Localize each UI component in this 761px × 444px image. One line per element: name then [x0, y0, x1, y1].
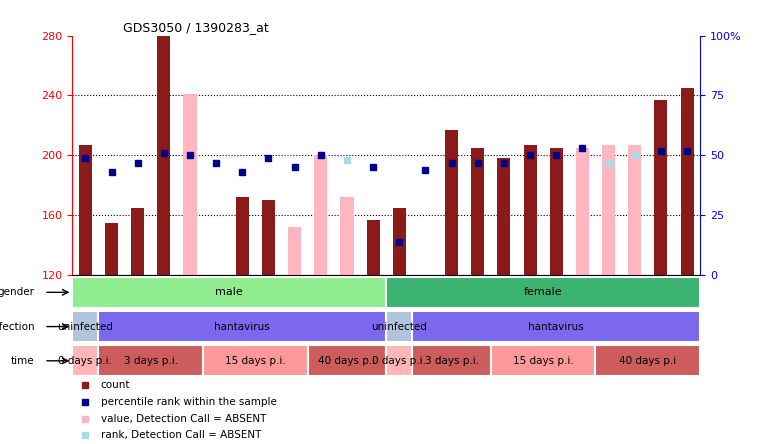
Text: value, Detection Call = ABSENT: value, Detection Call = ABSENT — [100, 414, 266, 424]
Bar — [98, 311, 387, 342]
Text: count: count — [100, 381, 130, 390]
Text: 3 days p.i.: 3 days p.i. — [124, 356, 178, 366]
Bar — [98, 345, 203, 376]
Bar — [412, 345, 491, 376]
Bar — [445, 130, 458, 275]
Text: 15 days p.i.: 15 days p.i. — [225, 356, 286, 366]
Bar — [393, 208, 406, 275]
Text: uninfected: uninfected — [371, 321, 427, 332]
Bar — [596, 345, 700, 376]
Bar — [386, 277, 700, 308]
Text: hantavirus: hantavirus — [528, 321, 584, 332]
Bar — [524, 145, 537, 275]
Text: 40 days p.i: 40 days p.i — [318, 356, 376, 366]
Bar — [367, 220, 380, 275]
Bar — [628, 145, 642, 275]
Bar — [498, 159, 511, 275]
Bar — [314, 155, 327, 275]
Bar — [262, 200, 275, 275]
Text: GDS3050 / 1390283_at: GDS3050 / 1390283_at — [123, 21, 269, 34]
Bar — [471, 148, 484, 275]
Bar — [386, 345, 412, 376]
Bar — [386, 311, 412, 342]
Bar — [576, 148, 589, 275]
Text: hantavirus: hantavirus — [215, 321, 270, 332]
Text: percentile rank within the sample: percentile rank within the sample — [100, 397, 276, 407]
Text: 15 days p.i.: 15 days p.i. — [513, 356, 574, 366]
Text: time: time — [11, 356, 35, 366]
Bar — [340, 197, 354, 275]
Bar — [72, 277, 387, 308]
Bar — [183, 94, 196, 275]
Text: 3 days p.i.: 3 days p.i. — [425, 356, 479, 366]
Text: rank, Detection Call = ABSENT: rank, Detection Call = ABSENT — [100, 430, 261, 440]
Bar — [549, 148, 563, 275]
Bar — [236, 197, 249, 275]
Text: female: female — [524, 287, 562, 297]
Text: uninfected: uninfected — [57, 321, 113, 332]
Text: male: male — [215, 287, 243, 297]
Text: 0 days p.i.: 0 days p.i. — [372, 356, 426, 366]
Bar — [79, 145, 92, 275]
Bar — [131, 208, 145, 275]
Bar — [288, 227, 301, 275]
Bar — [105, 223, 118, 275]
Text: 0 days p.i.: 0 days p.i. — [59, 356, 113, 366]
Bar — [72, 345, 98, 376]
Bar — [203, 345, 307, 376]
Bar — [307, 345, 386, 376]
Text: infection: infection — [0, 321, 35, 332]
Bar — [602, 145, 615, 275]
Text: 40 days p.i: 40 days p.i — [619, 356, 677, 366]
Bar — [680, 88, 693, 275]
Bar — [72, 311, 98, 342]
Bar — [491, 345, 596, 376]
Bar — [158, 36, 170, 275]
Bar — [412, 311, 700, 342]
Text: gender: gender — [0, 287, 35, 297]
Bar — [654, 100, 667, 275]
